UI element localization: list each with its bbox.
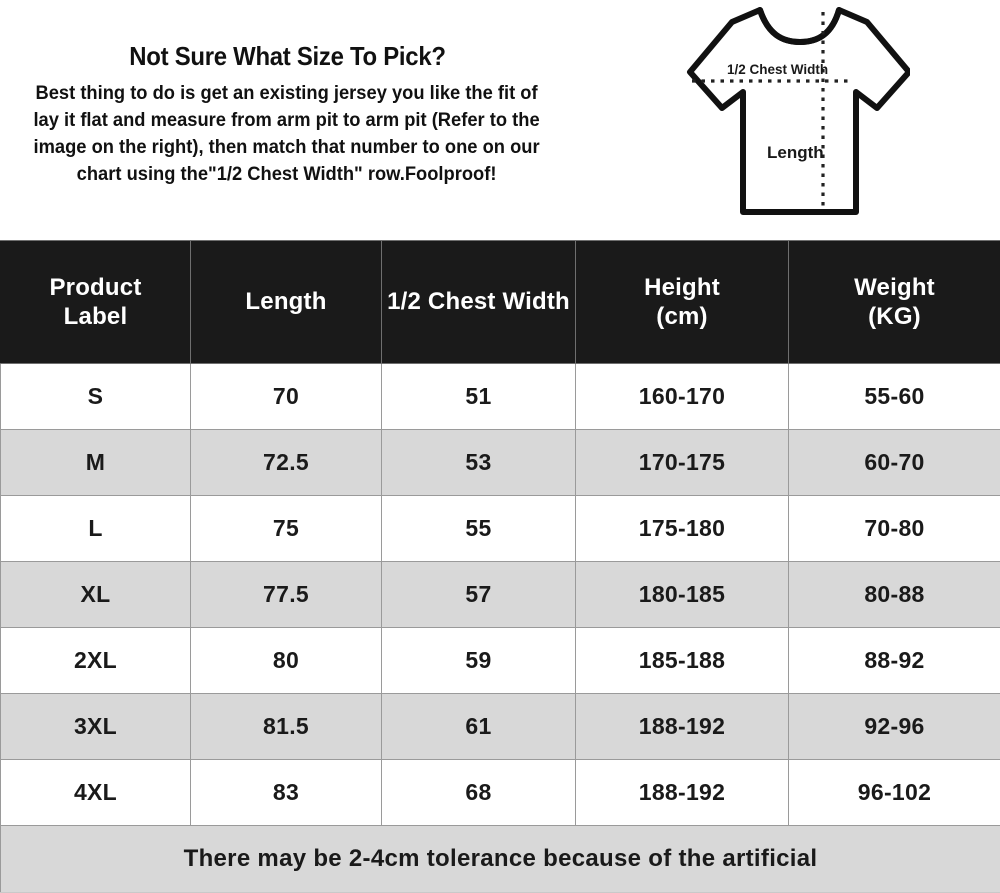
cell-value: 80 — [191, 628, 382, 694]
cell-product-label: 4XL — [1, 760, 191, 826]
cell-value: 83 — [191, 760, 382, 826]
cell-value: 57 — [382, 562, 576, 628]
cell-value: 185-188 — [576, 628, 789, 694]
cell-value: 55-60 — [789, 364, 1000, 430]
intro-description: Best thing to do is get an existing jers… — [17, 71, 558, 188]
header-line-2: (KG) — [793, 302, 996, 331]
cell-product-label: XL — [1, 562, 191, 628]
cell-value: 92-96 — [789, 694, 1000, 760]
cell-value: 60-70 — [789, 430, 1000, 496]
tshirt-diagram: 1/2 Chest Width Length — [660, 0, 910, 232]
cell-product-label: L — [1, 496, 191, 562]
header-line-1: Product — [5, 273, 186, 302]
cell-value: 80-88 — [789, 562, 1000, 628]
header-line-2: Label — [5, 302, 186, 331]
column-header-height: Height (cm) — [576, 241, 789, 364]
cell-value: 55 — [382, 496, 576, 562]
cell-value: 70 — [191, 364, 382, 430]
header-line-1: Height — [580, 273, 784, 302]
cell-value: 75 — [191, 496, 382, 562]
length-label: Length — [767, 143, 824, 162]
cell-value: 188-192 — [576, 760, 789, 826]
cell-value: 59 — [382, 628, 576, 694]
cell-value: 51 — [382, 364, 576, 430]
cell-product-label: 3XL — [1, 694, 191, 760]
header-line-1: Weight — [793, 273, 996, 302]
cell-value: 68 — [382, 760, 576, 826]
tshirt-icon: 1/2 Chest Width Length — [660, 0, 910, 232]
cell-value: 61 — [382, 694, 576, 760]
header-line-1: 1/2 Chest Width — [386, 287, 571, 316]
cell-value: 72.5 — [191, 430, 382, 496]
cell-value: 160-170 — [576, 364, 789, 430]
column-header-weight: Weight (KG) — [789, 241, 1000, 364]
chest-width-label: 1/2 Chest Width — [727, 62, 828, 77]
column-header-length: Length — [191, 241, 382, 364]
cell-value: 188-192 — [576, 694, 789, 760]
intro-section: Not Sure What Size To Pick? Best thing t… — [0, 0, 1000, 240]
cell-value: 175-180 — [576, 496, 789, 562]
column-header-chest-width: 1/2 Chest Width — [382, 241, 576, 364]
cell-value: 180-185 — [576, 562, 789, 628]
cell-product-label: M — [1, 430, 191, 496]
column-header-product-label: Product Label — [1, 241, 191, 364]
cell-value: 96-102 — [789, 760, 1000, 826]
size-chart-table: Product Label Length 1/2 Chest Width Hei… — [0, 240, 1000, 893]
header-line-2: (cm) — [580, 302, 784, 331]
cell-value: 70-80 — [789, 496, 1000, 562]
table-footer-row: There may be 2-4cm tolerance because of … — [1, 826, 1000, 893]
cell-product-label: S — [1, 364, 191, 430]
cell-value: 53 — [382, 430, 576, 496]
header-line-1: Length — [195, 287, 377, 316]
cell-value: 77.5 — [191, 562, 382, 628]
intro-text-block: Not Sure What Size To Pick? Best thing t… — [0, 0, 575, 188]
cell-value: 88-92 — [789, 628, 1000, 694]
cell-value: 81.5 — [191, 694, 382, 760]
cell-value: 170-175 — [576, 430, 789, 496]
page-title: Not Sure What Size To Pick? — [23, 0, 552, 71]
tolerance-note: There may be 2-4cm tolerance because of … — [1, 826, 1000, 893]
cell-product-label: 2XL — [1, 628, 191, 694]
table-header-row: Product Label Length 1/2 Chest Width Hei… — [1, 241, 1000, 364]
